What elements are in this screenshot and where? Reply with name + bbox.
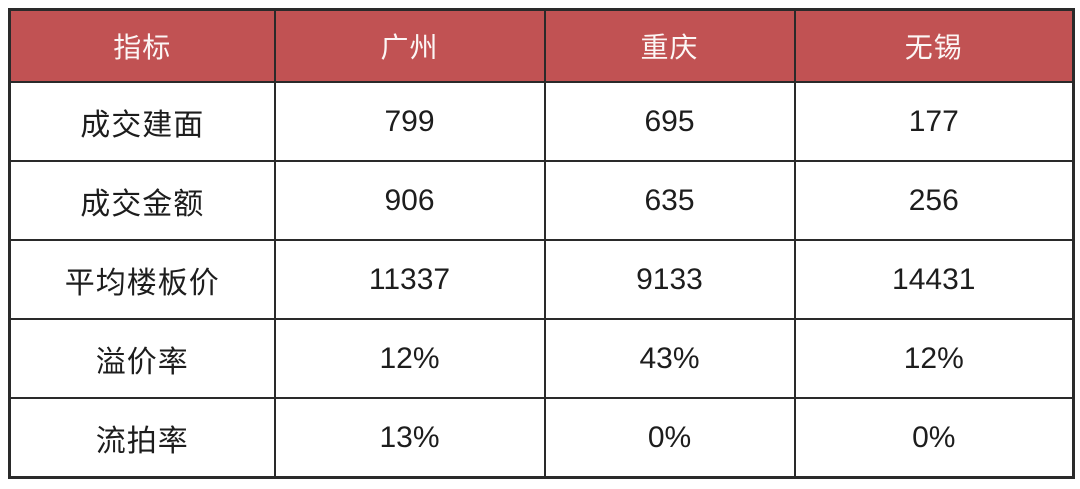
header-cell-indicator: 指标 <box>8 8 276 83</box>
row-label: 平均楼板价 <box>8 239 276 320</box>
table-cell: 906 <box>273 160 546 241</box>
table-cell: 9133 <box>543 239 796 320</box>
row-label: 成交金额 <box>8 160 276 241</box>
header-cell-wuxi: 无锡 <box>793 8 1075 83</box>
table-cell: 12% <box>793 318 1075 399</box>
row-label: 成交建面 <box>8 81 276 162</box>
table-row-failed-auction-rate: 流拍率 13% 0% 0% <box>8 397 1075 479</box>
table-cell: 635 <box>543 160 796 241</box>
table-cell: 12% <box>273 318 546 399</box>
table-row-premium-rate: 溢价率 12% 43% 12% <box>8 318 1075 399</box>
row-label: 溢价率 <box>8 318 276 399</box>
row-label: 流拍率 <box>8 397 276 479</box>
header-cell-chongqing: 重庆 <box>543 8 796 83</box>
table-cell: 43% <box>543 318 796 399</box>
table-cell: 695 <box>543 81 796 162</box>
table-cell: 14431 <box>793 239 1075 320</box>
table-cell: 256 <box>793 160 1075 241</box>
table-row-transaction-amount: 成交金额 906 635 256 <box>8 160 1075 241</box>
header-cell-guangzhou: 广州 <box>273 8 546 83</box>
header-row: 指标 广州 重庆 无锡 <box>8 8 1075 83</box>
table-cell: 0% <box>543 397 796 479</box>
table-cell: 799 <box>273 81 546 162</box>
table-row-floor-area: 成交建面 799 695 177 <box>8 81 1075 162</box>
table-row-avg-floor-price: 平均楼板价 11337 9133 14431 <box>8 239 1075 320</box>
table-cell: 177 <box>793 81 1075 162</box>
city-land-metrics-table: 指标 广州 重庆 无锡 成交建面 799 695 177 成交金额 906 63… <box>8 8 1075 479</box>
table-cell: 0% <box>793 397 1075 479</box>
table-cell: 11337 <box>273 239 546 320</box>
table-cell: 13% <box>273 397 546 479</box>
